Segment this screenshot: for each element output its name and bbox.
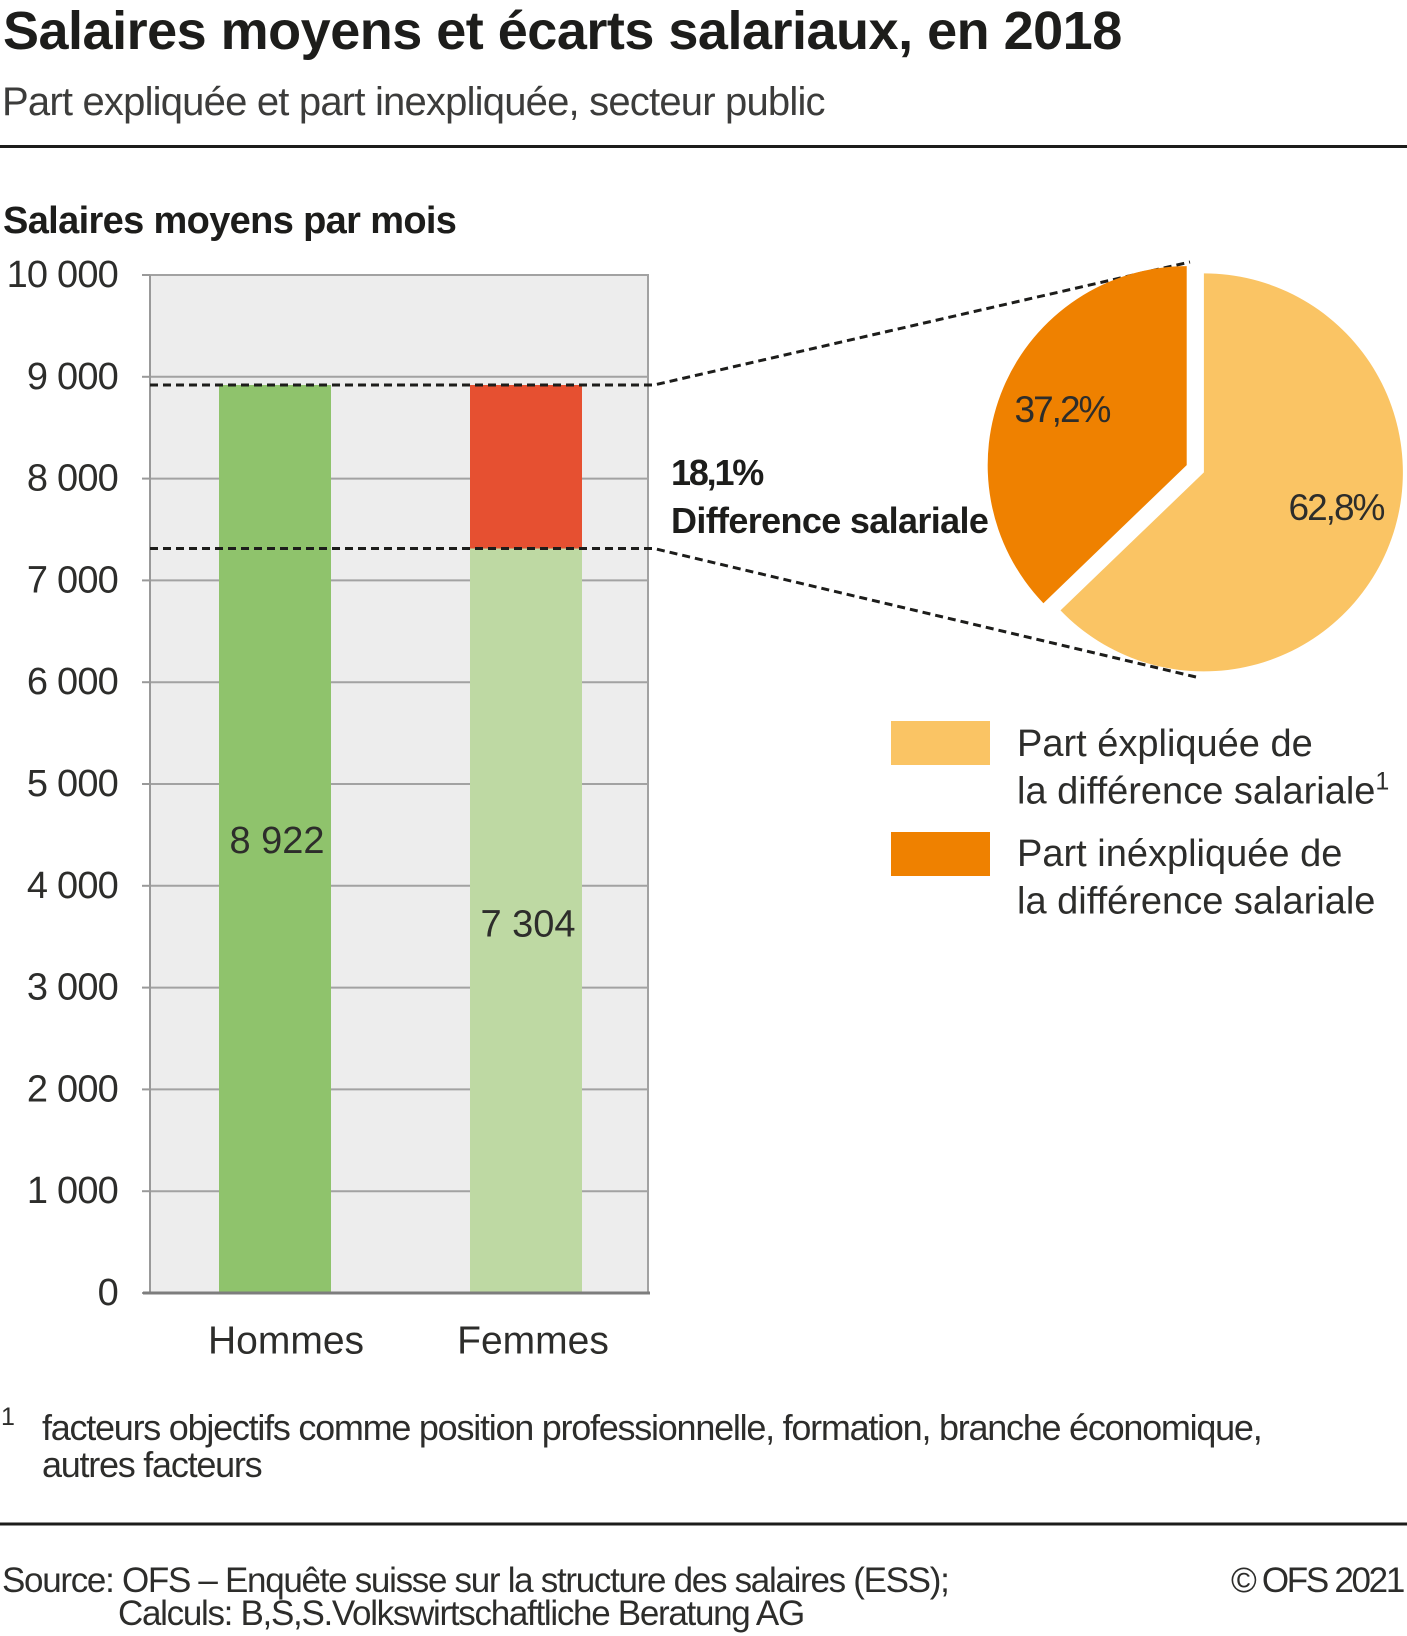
svg-text:8 000: 8 000	[27, 458, 118, 500]
svg-text:18,1%: 18,1%	[671, 452, 764, 493]
svg-text:7 000: 7 000	[27, 559, 118, 601]
svg-text:la différence salariale: la différence salariale	[1017, 881, 1375, 923]
svg-text:1 000: 1 000	[27, 1170, 118, 1212]
svg-text:Source: OFS – Enquête suisse s: Source: OFS – Enquête suisse sur la stru…	[2, 1561, 949, 1600]
svg-text:4 000: 4 000	[27, 865, 118, 907]
svg-text:autres facteurs: autres facteurs	[42, 1444, 262, 1485]
svg-text:facteurs objectifs comme posit: facteurs objectifs comme position profes…	[42, 1407, 1261, 1448]
svg-text:la différence salariale1: la différence salariale1	[1017, 768, 1389, 813]
svg-text:0: 0	[98, 1272, 118, 1314]
svg-text:© OFS 2021: © OFS 2021	[1231, 1561, 1404, 1600]
svg-text:37,2%: 37,2%	[1015, 389, 1111, 430]
svg-text:10 000: 10 000	[7, 254, 118, 296]
svg-text:62,8%: 62,8%	[1289, 487, 1385, 528]
svg-text:8 922: 8 922	[229, 820, 324, 862]
svg-text:Part inéxpliquée de: Part inéxpliquée de	[1017, 833, 1342, 875]
svg-text:Calculs: B,S,S.Volkswirtschaft: Calculs: B,S,S.Volkswirtschaftliche Bera…	[118, 1594, 804, 1633]
svg-text:Hommes: Hommes	[208, 1320, 364, 1363]
svg-text:Difference salariale: Difference salariale	[671, 500, 988, 541]
svg-text:1: 1	[1, 1403, 15, 1431]
svg-text:7 304: 7 304	[480, 904, 575, 946]
svg-text:6 000: 6 000	[27, 661, 118, 703]
svg-text:Femmes: Femmes	[457, 1320, 609, 1363]
svg-text:3 000: 3 000	[27, 967, 118, 1009]
svg-text:5 000: 5 000	[27, 763, 118, 805]
svg-text:Salaires moyens par mois: Salaires moyens par mois	[3, 200, 456, 242]
svg-text:9 000: 9 000	[27, 356, 118, 398]
svg-text:Part expliquée et part inexpli: Part expliquée et part inexpliquée, sect…	[2, 80, 825, 124]
svg-text:Part éxpliquée de: Part éxpliquée de	[1017, 723, 1313, 765]
svg-text:2 000: 2 000	[27, 1068, 118, 1110]
svg-text:Salaires moyens et écarts sala: Salaires moyens et écarts salariaux, en …	[3, 1, 1122, 61]
